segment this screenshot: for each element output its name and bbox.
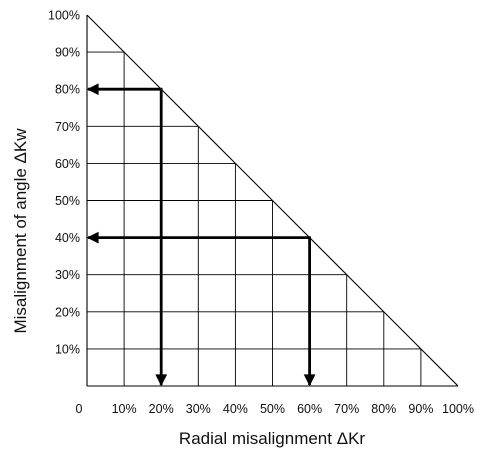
x-tick-label: 50% xyxy=(260,402,285,416)
y-tick-label: 30% xyxy=(55,268,80,282)
y-tick-label: 100% xyxy=(48,9,80,23)
x-tick-label: 90% xyxy=(408,402,433,416)
y-tick-label: 90% xyxy=(55,46,80,60)
y-axis-tick-labels: 10% 20% 30% 40% 50% 60% 70% 80% 90% 100% xyxy=(48,9,80,357)
x-tick-label: 60% xyxy=(297,402,322,416)
boundary-line xyxy=(86,14,459,387)
x-tick-label: 80% xyxy=(371,402,396,416)
y-tick-label: 40% xyxy=(55,231,80,245)
x-axis-title: Radial misalignment ΔKr xyxy=(179,429,365,448)
y-tick-label: 10% xyxy=(55,342,80,356)
x-tick-label: 0 xyxy=(76,402,83,416)
x-axis-tick-labels: 0 10% 20% 30% 40% 50% 60% 70% 80% 90% 100% xyxy=(76,402,474,416)
y-axis-title: Misalignment of angle ΔKw xyxy=(11,128,30,334)
y-tick-label: 50% xyxy=(55,194,80,208)
example-readings xyxy=(86,83,316,387)
y-tick-label: 20% xyxy=(55,305,80,319)
x-tick-label: 10% xyxy=(112,402,137,416)
y-tick-label: 60% xyxy=(55,157,80,171)
x-tick-label: 20% xyxy=(149,402,174,416)
x-tick-label: 100% xyxy=(442,402,474,416)
y-tick-label: 80% xyxy=(55,83,80,97)
x-tick-label: 70% xyxy=(334,402,359,416)
boundary-diagonal xyxy=(86,14,459,387)
grid xyxy=(87,51,422,386)
y-tick-label: 70% xyxy=(55,120,80,134)
x-tick-label: 40% xyxy=(223,402,248,416)
axes xyxy=(86,15,458,387)
x-tick-label: 30% xyxy=(186,402,211,416)
